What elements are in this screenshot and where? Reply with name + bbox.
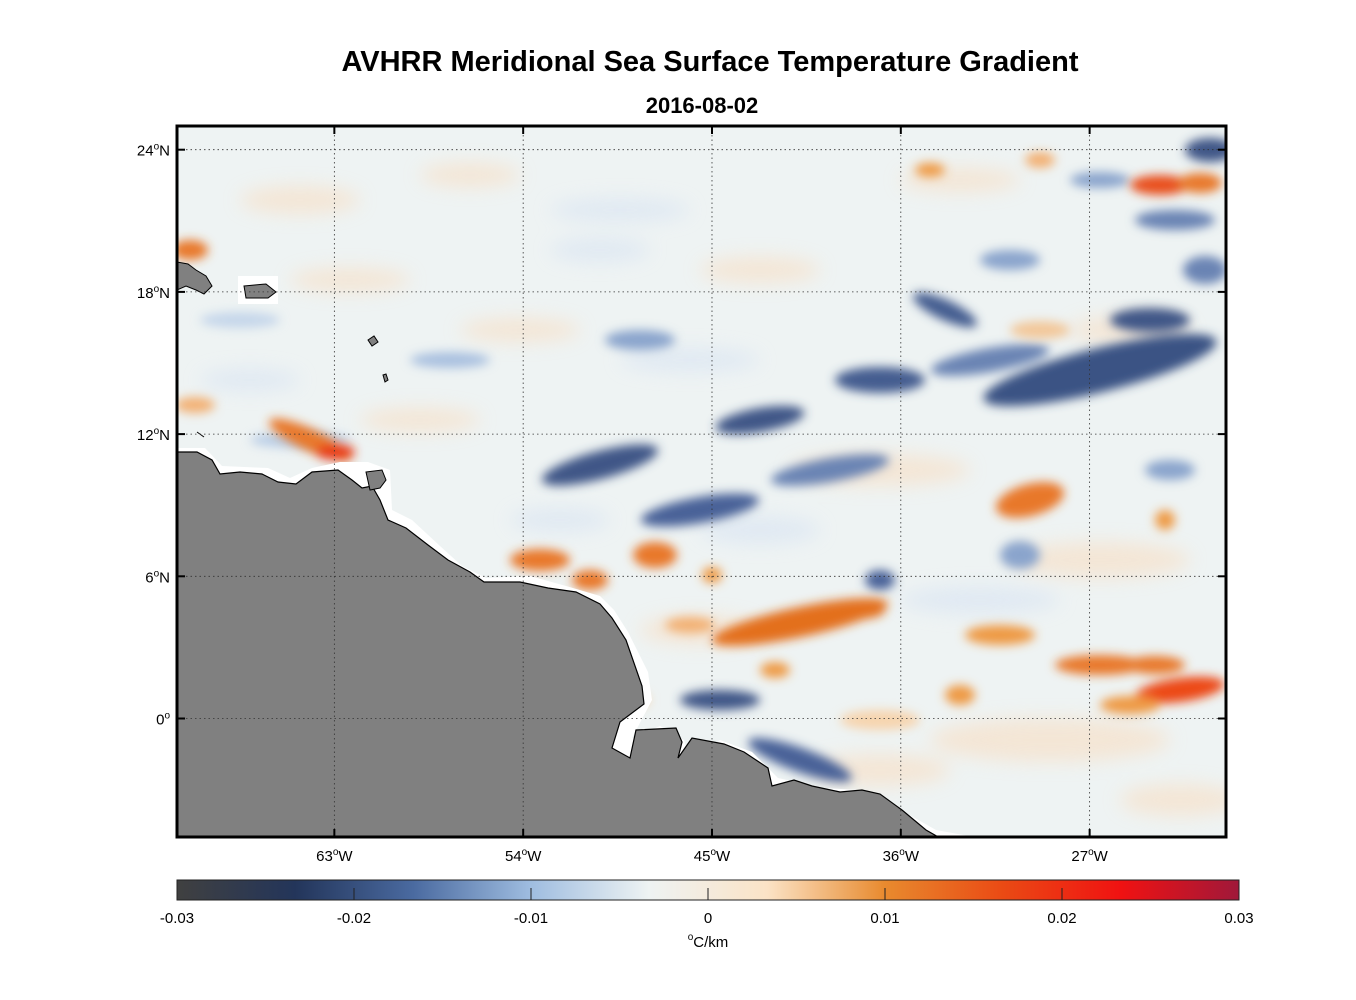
degree-symbol: o (899, 847, 905, 858)
island-trinidad (365, 469, 387, 491)
lat-hemisphere: N (159, 285, 170, 302)
island-martinique (382, 373, 389, 383)
lat-hemisphere: N (159, 427, 170, 444)
island-guadeloupe (367, 335, 379, 347)
map-area (177, 126, 1226, 837)
degree-symbol: o (164, 711, 170, 722)
island-hispaniola (177, 261, 213, 295)
lon-hemisphere: W (716, 848, 731, 865)
colorbar-tick-label: 0.03 (1224, 910, 1253, 927)
map-title: AVHRR Meridional Sea Surface Temperature… (341, 46, 1079, 78)
degree-symbol: o (154, 426, 160, 437)
map-date-subtitle: 2016-08-02 (645, 93, 759, 118)
degree-symbol: o (522, 847, 528, 858)
lon-label: 36oW (883, 847, 920, 865)
lat-label: 12oN (137, 426, 170, 444)
lat-degree-value: 0 (156, 712, 164, 729)
degree-symbol: o (710, 847, 716, 858)
lat-label: 18oN (137, 284, 170, 302)
lon-label: 54oW (505, 847, 542, 865)
lat-degree-value: 24 (137, 143, 154, 160)
lat-degree-value: 12 (137, 427, 154, 444)
lon-label: 63oW (316, 847, 353, 865)
colorbar-tick-label: -0.02 (337, 910, 371, 927)
graticule (177, 126, 1226, 837)
degree-symbol: o (1088, 847, 1094, 858)
lon-degree-value: 27 (1071, 848, 1088, 865)
colorbar-tick-label: 0 (704, 910, 712, 927)
colorbar-tick-label: -0.03 (160, 910, 194, 927)
lat-hemisphere: N (159, 569, 170, 586)
lon-degree-value: 45 (694, 848, 711, 865)
lat-hemisphere: N (159, 143, 170, 160)
lon-hemisphere: W (1094, 848, 1109, 865)
longitude-labels: 63oW 54oW 45oW 36oW 27oW (316, 847, 1109, 865)
colorbar-tick-label: 0.01 (870, 910, 899, 927)
island-puerto-rico (243, 283, 277, 299)
lon-hemisphere: W (527, 848, 542, 865)
colorbar-tick-label: 0.02 (1047, 910, 1076, 927)
degree-symbol: o (154, 142, 160, 153)
lat-degree-value: 6 (145, 569, 153, 586)
map-ticks (177, 126, 1226, 837)
lon-hemisphere: W (338, 848, 353, 865)
lon-degree-value: 36 (883, 848, 900, 865)
degree-symbol: o (333, 847, 339, 858)
south-america-land (177, 451, 940, 837)
degree-symbol: o (154, 568, 160, 579)
colorbar-tick-label: -0.01 (514, 910, 548, 927)
gradient-field-negative (200, 138, 1226, 782)
lon-label: 45oW (694, 847, 731, 865)
lat-label: 6oN (145, 568, 170, 586)
map-frame (175, 124, 1228, 839)
lat-degree-value: 18 (137, 285, 154, 302)
gradient-field-positive (177, 152, 1225, 730)
lon-degree-value: 54 (505, 848, 522, 865)
degree-symbol: o (154, 284, 160, 295)
colorbar-units-label: oC/km (688, 932, 729, 951)
lon-hemisphere: W (905, 848, 920, 865)
land-masses (177, 261, 975, 837)
lon-degree-value: 63 (316, 848, 333, 865)
lat-label: 24oN (137, 142, 170, 160)
lon-label: 27oW (1071, 847, 1108, 865)
lat-label: 0o (156, 711, 170, 729)
colorbar-ticks: -0.03 -0.02 -0.01 0 0.01 0.02 0.03 (160, 888, 1254, 927)
